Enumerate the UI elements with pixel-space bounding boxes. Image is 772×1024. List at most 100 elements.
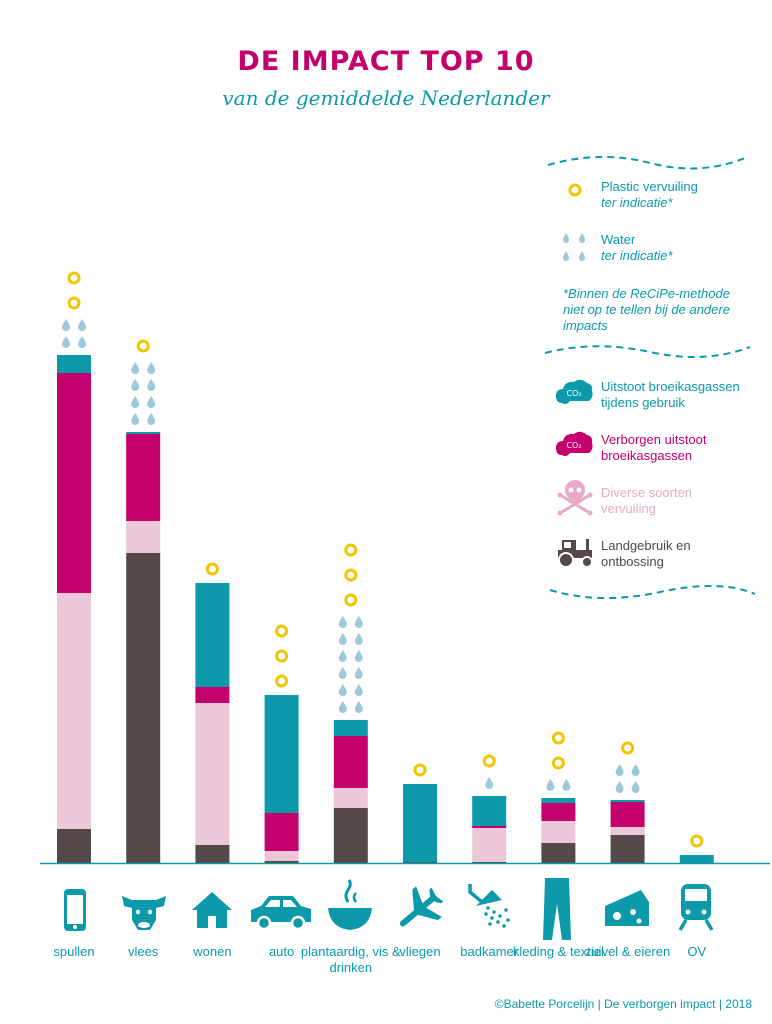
plastic-ring-icon [67, 271, 81, 285]
legend-water-note: ter indicatie* [601, 248, 673, 263]
bar-segment-land [264, 861, 299, 863]
bar-segment-land [403, 862, 437, 863]
cloud-teal-icon: CO₂ [556, 379, 593, 405]
water-drop-icon [338, 684, 347, 696]
plastic-ring-icon [621, 741, 635, 755]
plastic-icon [568, 183, 582, 197]
bar-segment-emission [610, 800, 645, 802]
car-icon [251, 896, 311, 931]
plastic-ring-icon [551, 731, 565, 745]
water-drop-icon [631, 764, 640, 776]
legend-divider-top [547, 155, 746, 170]
bar-segment-emission [541, 798, 576, 803]
water-drop-icon [131, 379, 140, 391]
water-drop-icon [131, 396, 140, 408]
bar-segment-emission [403, 784, 437, 862]
water-drop-icon [131, 413, 140, 425]
bars-layer [40, 271, 770, 865]
water-drop-icon [485, 777, 494, 789]
water-drop-icon [338, 633, 347, 645]
bar-segment-pollution [195, 703, 230, 845]
plastic-ring-icon [413, 763, 427, 777]
bar-segment-emission [126, 432, 161, 434]
bar-segment-hidden-emission [195, 687, 230, 703]
legend-water-label: Water [601, 232, 636, 247]
chart-title: DE IMPACT TOP 10 [237, 46, 535, 77]
skull-icon [557, 480, 593, 516]
house-icon [192, 892, 232, 928]
bar-segment-emission [195, 583, 230, 687]
category-label: zuivel & eieren [584, 944, 671, 959]
water-drop-icon [354, 633, 363, 645]
bar-segment-land [610, 835, 645, 863]
water-drop-icon [615, 764, 624, 776]
bar-segment-pollution [264, 851, 299, 861]
water-drop-icon [631, 781, 640, 793]
category-icons [64, 878, 714, 940]
legend-divider-bottom [549, 585, 756, 600]
water-drop-icon [147, 413, 156, 425]
bar-segment-land [541, 843, 576, 863]
category-label: auto [268, 944, 295, 959]
category-label: vliegen [399, 944, 441, 959]
bar-segment-pollution [333, 788, 368, 808]
bar-segment-pollution [541, 821, 576, 843]
bar-segment-hidden-emission [472, 826, 507, 828]
bar-segment-emission [333, 720, 368, 736]
legend-plastic-label: Plastic vervuiling [601, 179, 698, 194]
bar-segment-hidden-emission [264, 813, 299, 851]
bar-segment-land [472, 862, 507, 863]
water-drops-icon [563, 233, 585, 261]
plastic-ring-icon [205, 562, 219, 576]
category-label: OV [687, 944, 707, 959]
bar-segment-hidden-emission [126, 434, 161, 521]
plastic-ring-icon [551, 756, 565, 770]
plastic-ring-icon [344, 593, 358, 607]
water-drop-icon [562, 779, 571, 791]
category-label: spullen [53, 944, 95, 959]
bowl-icon [328, 879, 372, 930]
train-icon [678, 884, 714, 931]
legend-divider-mid [544, 345, 751, 358]
water-drop-icon [338, 616, 347, 628]
water-drop-icon [147, 379, 156, 391]
water-drop-icon [131, 362, 140, 374]
water-drop-icon [354, 616, 363, 628]
bar-segment-emission [472, 796, 507, 826]
shower-icon [468, 884, 510, 928]
plastic-ring-icon [136, 339, 150, 353]
legend: CO₂ CO₂ [544, 155, 756, 600]
bar-segment-land [57, 829, 91, 863]
chart-subtitle: van de gemiddelde Nederlander [222, 86, 550, 110]
water-drop-icon [354, 684, 363, 696]
trousers-icon [543, 878, 571, 940]
water-drop-icon [354, 701, 363, 713]
cow-icon [122, 896, 166, 930]
bar-segment-pollution [126, 521, 161, 553]
airplane-icon [399, 886, 444, 927]
water-drop-icon [78, 336, 86, 348]
svg-text:CO₂: CO₂ [566, 441, 581, 450]
bar-segment-pollution [57, 593, 91, 829]
water-drop-icon [147, 362, 156, 374]
cheese-icon [605, 890, 649, 926]
credit-text: ©Babette Porcelijn | De verborgen impact… [494, 997, 752, 1011]
svg-text:CO₂: CO₂ [566, 389, 581, 398]
water-drop-icon [78, 319, 86, 331]
smartphone-icon [64, 889, 86, 931]
water-drop-icon [147, 396, 156, 408]
bar-segment-hidden-emission [57, 373, 91, 593]
plastic-ring-icon [275, 649, 289, 663]
legend-footnote: *Binnen de ReCiPe-methode niet op te tel… [563, 286, 730, 333]
water-drop-icon [338, 667, 347, 679]
legend-item-dark: Landgebruik en ontbossing [601, 538, 691, 569]
bar-segment-emission [264, 695, 299, 813]
legend-item-teal: Uitstoot broeikasgassen tijdens gebruik [601, 379, 740, 410]
bar-segment-land [195, 845, 230, 863]
bar-segment-emission [57, 355, 91, 373]
plastic-ring-icon [344, 543, 358, 557]
category-label: plantaardig, vis & drinken [300, 944, 401, 975]
plastic-ring-icon [690, 834, 704, 848]
category-label: vlees [128, 944, 159, 959]
